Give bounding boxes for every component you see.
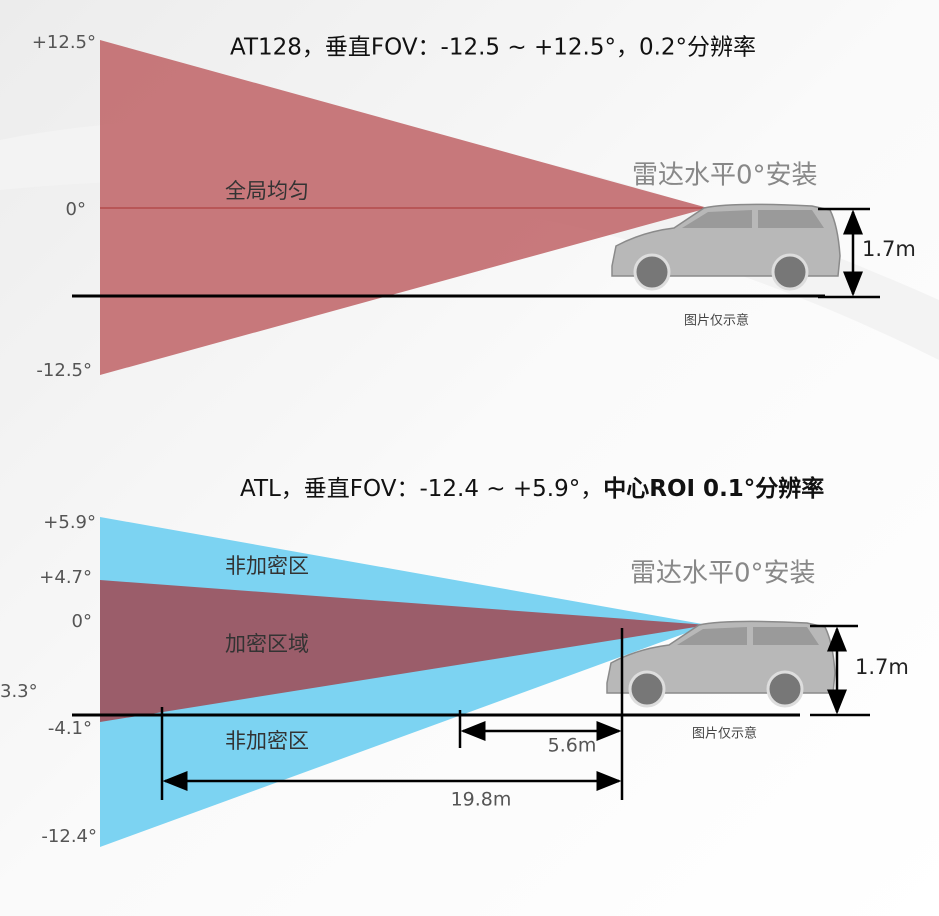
mount-label: 雷达水平0°安装	[630, 559, 816, 589]
height-label: 1.7m	[862, 237, 916, 261]
angle-label: -12.4°	[41, 826, 97, 847]
title: AT128，垂直FOV：-12.5 ~ +12.5°，0.2°分辨率	[230, 35, 756, 61]
angle-label: -12.5°	[36, 360, 92, 381]
angle-label: +12.5°	[32, 32, 96, 53]
zone-label: 非加密区	[225, 554, 309, 578]
title-text: ATL，垂直FOV：-12.4 ~ +5.9°，	[240, 476, 603, 502]
title-bold: 中心ROI 0.1°分辨率	[603, 475, 824, 502]
zone-label: 全局均匀	[225, 179, 309, 203]
angle-label: -4.1°	[48, 718, 92, 739]
mount-label: 雷达水平0°安装	[632, 161, 818, 191]
distance-label: 19.8m	[451, 789, 512, 811]
note: 图片仅示意	[684, 313, 749, 329]
title: ATL，垂直FOV：-12.4 ~ +5.9°，中心ROI 0.1°分辨率	[240, 475, 824, 502]
distance-label: 5.6m	[548, 735, 597, 757]
roi-area	[100, 580, 708, 722]
angle-label: 3.3°	[0, 681, 38, 702]
angle-label: +4.7°	[39, 567, 92, 588]
note: 图片仅示意	[692, 726, 757, 742]
zone-label: 非加密区	[225, 729, 309, 753]
angle-label: 0°	[66, 199, 86, 220]
angle-label: +5.9°	[43, 512, 96, 533]
zone-label: 加密区域	[225, 632, 309, 656]
angle-label: 0°	[72, 611, 92, 632]
height-label: 1.7m	[855, 655, 909, 679]
